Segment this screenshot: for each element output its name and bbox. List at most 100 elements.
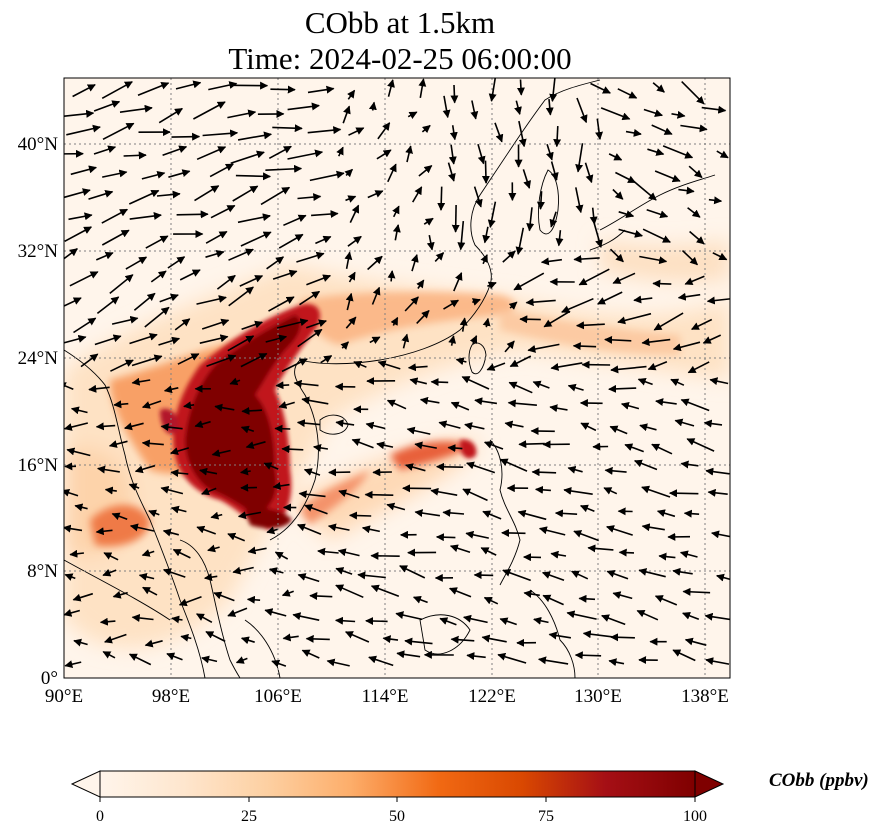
wind-arrow xyxy=(209,163,234,178)
wind-arrow xyxy=(682,611,700,620)
wind-arrow xyxy=(549,404,568,413)
wind-arrow xyxy=(579,504,595,513)
wind-arrow xyxy=(281,445,304,454)
wind-arrow xyxy=(481,634,507,643)
wind-arrow xyxy=(518,120,527,148)
map-title-line2: Time: 2024-02-25 06:00:00 xyxy=(228,41,572,76)
wind-arrow xyxy=(457,221,466,251)
wind-arrow xyxy=(387,270,396,282)
wind-arrow xyxy=(522,169,532,189)
wind-arrow xyxy=(517,509,547,521)
wind-arrow xyxy=(297,573,320,583)
wind-arrow xyxy=(205,230,228,244)
wind-arrow xyxy=(509,355,532,368)
wind-arrow xyxy=(670,378,685,387)
wind-arrow xyxy=(268,145,292,160)
wind-arrow xyxy=(207,544,220,553)
wind-arrow xyxy=(477,143,486,165)
wind-arrow xyxy=(199,467,218,476)
wind-arrow xyxy=(195,613,213,624)
wind-arrow xyxy=(159,293,179,303)
wind-arrow xyxy=(669,489,699,498)
wind-arrow xyxy=(450,84,459,104)
wind-arrow xyxy=(194,420,211,429)
wind-arrow xyxy=(158,107,183,124)
wind-arrow xyxy=(88,189,114,200)
wind-arrow xyxy=(712,252,728,261)
wind-arrow xyxy=(633,295,653,304)
wind-arrow xyxy=(502,250,516,263)
wind-arrow xyxy=(566,610,597,620)
wind-arrow xyxy=(349,204,360,223)
wind-arrow xyxy=(587,544,614,553)
wind-arrow xyxy=(671,110,686,119)
wind-arrow xyxy=(266,526,278,535)
wind-arrow xyxy=(414,441,437,450)
wind-arrow xyxy=(162,568,186,578)
longitude-labels: 90°E 98°E 106°E 114°E 122°E 130°E 138°E xyxy=(45,686,729,707)
wind-arrow xyxy=(241,406,262,415)
wind-arrow xyxy=(275,381,290,390)
wind-arrow xyxy=(148,509,160,518)
lat-tick-label: 8°N xyxy=(27,561,58,582)
concentration-field xyxy=(64,78,730,678)
wind-arrow xyxy=(395,611,423,621)
colorbar-tick-label: 0 xyxy=(96,808,104,825)
wind-arrow xyxy=(636,609,659,621)
latitude-labels: 0° 8°N 16°N 24°N 32°N 40°N xyxy=(18,134,59,689)
wind-arrow xyxy=(638,568,666,578)
wind-arrow xyxy=(574,651,602,660)
wind-arrow xyxy=(124,422,144,431)
colorbar-min-extension xyxy=(70,770,101,798)
wind-arrow xyxy=(390,316,399,326)
wind-arrow xyxy=(708,196,723,205)
wind-arrow xyxy=(483,596,499,605)
wind-arrow xyxy=(533,616,549,625)
wind-arrow xyxy=(304,504,328,515)
wind-arrow xyxy=(306,274,332,286)
wind-arrow xyxy=(70,165,97,176)
wind-arrow xyxy=(703,419,723,428)
wind-vectors xyxy=(64,78,730,669)
wind-arrow xyxy=(641,485,671,498)
wind-arrow xyxy=(64,297,82,307)
wind-arrow xyxy=(550,161,559,181)
wind-arrow xyxy=(336,146,344,157)
wind-arrow xyxy=(448,335,457,346)
wind-arrow xyxy=(686,438,715,452)
wind-arrow xyxy=(344,168,353,178)
wind-arrow xyxy=(66,124,101,136)
wind-arrow xyxy=(196,295,227,305)
wind-arrow xyxy=(651,443,673,455)
wind-arrow xyxy=(646,208,669,219)
lat-tick-label: 0° xyxy=(41,668,58,689)
wind-arrow xyxy=(618,228,643,238)
wind-arrow xyxy=(111,512,128,521)
wind-arrow xyxy=(170,505,187,514)
wind-arrow xyxy=(213,591,235,602)
wind-arrow xyxy=(651,124,673,135)
wind-arrow xyxy=(470,100,479,120)
wind-arrow xyxy=(69,549,84,558)
wind-arrow xyxy=(183,401,195,410)
wind-arrow xyxy=(344,631,370,643)
wind-arrow xyxy=(196,525,216,535)
wind-arrow xyxy=(162,145,188,157)
wind-arrow xyxy=(516,79,525,96)
wind-arrow xyxy=(99,617,116,626)
wind-arrow xyxy=(553,126,562,148)
wind-arrow xyxy=(508,301,518,310)
lon-tick-label: 98°E xyxy=(152,686,190,707)
wind-arrow xyxy=(240,231,272,247)
wind-arrow xyxy=(592,220,603,248)
wind-arrow xyxy=(305,634,330,643)
wind-arrow xyxy=(576,321,605,330)
wind-arrow xyxy=(170,469,189,477)
wind-arrow xyxy=(407,111,418,120)
wind-arrow xyxy=(546,144,554,161)
wind-arrow xyxy=(64,226,93,243)
wind-arrow xyxy=(466,652,486,661)
wind-arrow xyxy=(317,547,339,556)
wind-arrow xyxy=(145,235,169,249)
wind-arrow xyxy=(274,424,291,433)
